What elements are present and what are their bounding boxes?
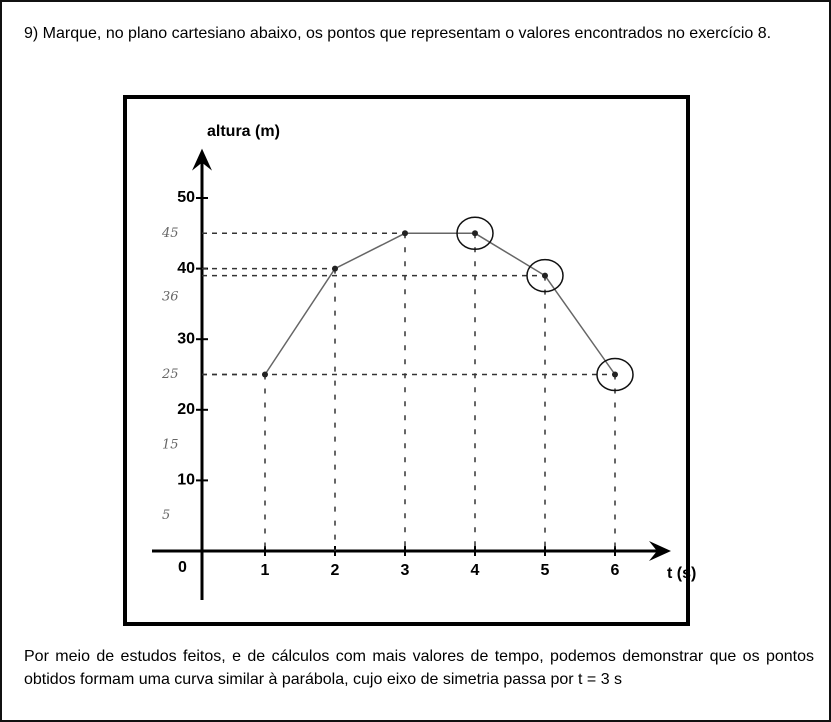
footer-text: Por meio de estudos feitos, e de cálculo… (24, 648, 814, 688)
y-tick-label: 20 (177, 401, 195, 418)
data-point (612, 371, 618, 378)
y-tick-label: 50 (177, 189, 195, 206)
handwritten-label: 36 (162, 289, 179, 304)
x-tick-label: 2 (331, 562, 340, 579)
handwritten-label: 45 (161, 226, 179, 241)
y-axis-arrow (192, 148, 212, 171)
y-axis-label: altura (m) (207, 123, 280, 140)
hand-circle (526, 258, 564, 293)
data-point (402, 230, 408, 237)
data-line (264, 232, 616, 375)
hand-circle (596, 357, 634, 392)
y-tick-label: 30 (177, 330, 195, 347)
data-point (542, 272, 548, 279)
x-tick-label: 5 (541, 562, 550, 579)
x-tick-label: 1 (261, 562, 270, 579)
data-point (472, 230, 478, 237)
handwritten-label: 25 (161, 367, 179, 382)
y-tick-label: 40 (177, 260, 195, 277)
handwritten-label: 15 (162, 438, 179, 453)
y-tick-label: 10 (177, 472, 195, 489)
x-axis-label: t (s) (667, 565, 696, 582)
hand-circle (456, 216, 494, 251)
question-text: 9) Marque, no plano cartesiano abaixo, o… (24, 25, 772, 42)
origin-label: 0 (178, 559, 187, 576)
handwritten-label: 5 (162, 508, 170, 523)
x-axis-arrow (649, 541, 671, 561)
x-tick-label: 4 (471, 562, 480, 579)
chart-frame (123, 95, 690, 626)
data-point (332, 265, 338, 272)
x-tick-label: 6 (611, 562, 620, 579)
x-tick-label: 3 (401, 562, 410, 579)
data-point (262, 371, 268, 378)
